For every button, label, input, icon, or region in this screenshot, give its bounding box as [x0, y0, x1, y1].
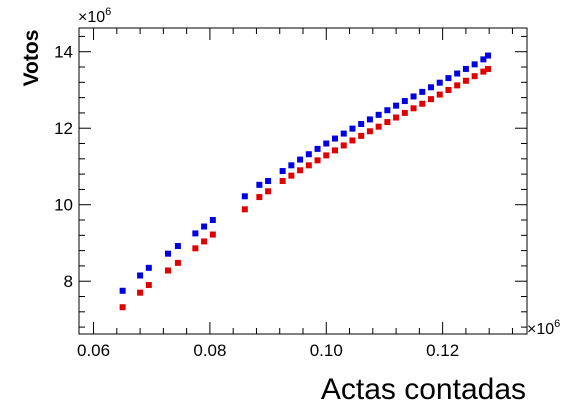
x-multiplier-label: ×106 [527, 318, 560, 338]
data-point [192, 230, 199, 237]
data-points [119, 52, 492, 311]
data-point [145, 282, 152, 289]
data-point [462, 65, 469, 72]
data-point [201, 223, 208, 230]
data-point [384, 119, 391, 126]
data-point [314, 157, 321, 164]
data-point [375, 123, 382, 130]
x-tick-label: 0.08 [193, 341, 226, 360]
data-point [358, 121, 365, 128]
data-point [410, 105, 417, 112]
data-point [288, 172, 295, 179]
data-point [279, 178, 286, 184]
data-point [445, 75, 452, 82]
y-axis-label: Votos [20, 30, 43, 87]
data-point [485, 52, 492, 59]
y-tick-label: 8 [64, 272, 73, 291]
data-point [174, 243, 181, 250]
data-point [323, 140, 330, 147]
data-point [480, 56, 487, 63]
data-point [401, 98, 408, 105]
tick-labels: 0.06 0.08 0.10 0.12 8 10 12 14 [54, 43, 459, 360]
data-point [419, 100, 426, 107]
data-point [174, 259, 181, 266]
axis-ticks [79, 28, 527, 334]
series-0 [119, 52, 492, 294]
data-point [165, 267, 172, 274]
data-point [366, 128, 373, 135]
data-point [314, 145, 321, 152]
data-point [119, 287, 126, 294]
data-point [209, 231, 216, 238]
data-point [454, 70, 461, 77]
data-point [332, 135, 338, 142]
data-point [375, 111, 382, 118]
data-point [410, 93, 417, 100]
data-point [436, 79, 443, 86]
data-point [445, 86, 452, 93]
x-axis-label: Actas contadas [321, 373, 526, 406]
data-point [256, 194, 263, 201]
data-point [305, 151, 312, 158]
data-point [349, 137, 356, 144]
data-point [241, 193, 248, 200]
data-point [384, 107, 391, 114]
data-point [305, 162, 312, 169]
data-point [340, 130, 347, 137]
x-tick-label: 0.12 [426, 341, 459, 360]
data-point [297, 156, 304, 163]
data-point [393, 102, 400, 109]
data-point [256, 181, 263, 188]
data-point [288, 162, 295, 169]
data-point [480, 68, 487, 75]
y-tick-label: 10 [54, 196, 73, 215]
data-point [436, 91, 443, 98]
data-point [428, 96, 434, 103]
data-point [297, 167, 304, 174]
x-tick-label: 0.10 [310, 341, 343, 360]
x-tick-label: 0.06 [77, 341, 110, 360]
data-point [165, 250, 172, 257]
data-point [201, 238, 208, 245]
data-point [265, 178, 272, 184]
data-point [419, 88, 426, 95]
data-point [145, 264, 152, 271]
data-point [265, 188, 272, 195]
data-point [340, 142, 347, 149]
data-point [358, 132, 365, 139]
data-point [192, 245, 199, 252]
data-point [119, 304, 126, 311]
data-point [471, 61, 478, 68]
y-tick-label: 12 [54, 119, 73, 138]
data-point [393, 114, 400, 121]
data-point [137, 289, 144, 296]
data-point [279, 168, 286, 175]
data-point [323, 152, 330, 159]
data-point [332, 147, 338, 154]
data-point [241, 206, 248, 213]
data-point [349, 125, 356, 132]
data-point [428, 84, 434, 91]
data-point [462, 77, 469, 84]
data-point [366, 116, 373, 123]
data-point [454, 82, 461, 89]
data-point [137, 272, 144, 279]
data-point [401, 109, 408, 116]
data-point [485, 65, 492, 72]
y-tick-label: 14 [54, 43, 73, 62]
series-1 [119, 65, 492, 311]
data-point [471, 73, 478, 80]
y-multiplier-label: ×106 [78, 6, 111, 26]
data-point [209, 217, 216, 224]
